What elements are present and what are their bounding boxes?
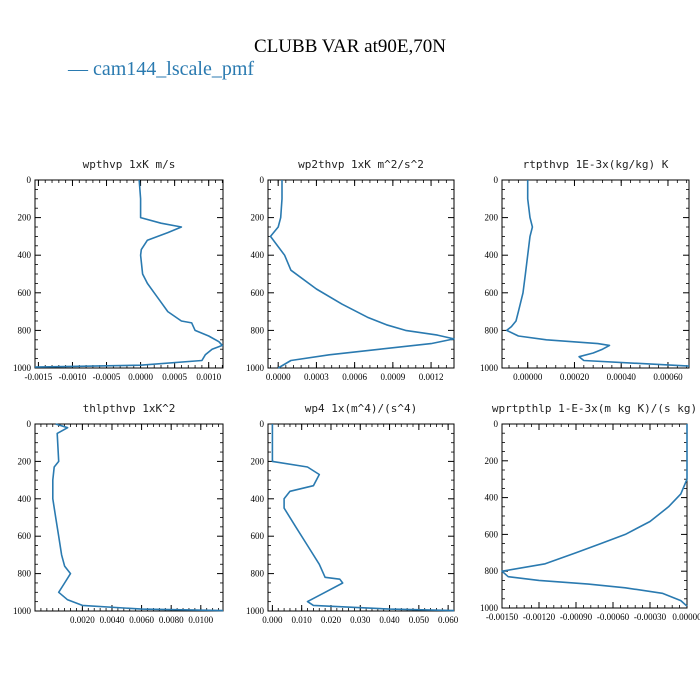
- series-line: [505, 180, 690, 367]
- x-tick-label: 0.00000: [513, 372, 543, 382]
- y-tick-label: 800: [251, 325, 265, 335]
- y-tick-label: 400: [18, 494, 32, 504]
- y-tick-label: 200: [18, 213, 32, 223]
- x-tick-label: 0.060: [438, 615, 459, 625]
- x-tick-label: 0.0005: [162, 372, 187, 382]
- x-tick-label: -0.0010: [59, 372, 87, 382]
- y-tick-label: 1000: [246, 606, 265, 616]
- x-tick-label: -0.00060: [597, 612, 630, 622]
- legend: — cam144_lscale_pmf: [68, 58, 254, 81]
- x-tick-label: 0.00040: [607, 372, 637, 382]
- x-tick-label: -0.0005: [93, 372, 121, 382]
- x-tick-label: -0.00030: [634, 612, 667, 622]
- y-tick-label: 1000: [13, 363, 32, 373]
- series-line: [271, 424, 455, 612]
- legend-label: cam144_lscale_pmf: [93, 58, 255, 80]
- legend-marker: —: [68, 58, 88, 80]
- subplot-title: wprtpthlp 1-E-3x(m kg K)/(s kg): [492, 402, 697, 415]
- plot-frame: [501, 179, 690, 369]
- series-line: [34, 179, 224, 368]
- y-tick-label: 800: [485, 566, 499, 576]
- x-tick-label: 0.0010: [196, 372, 221, 382]
- x-tick-label: 0.020: [321, 615, 342, 625]
- x-tick-label: 0.0080: [159, 615, 184, 625]
- x-tick-label: -0.0015: [25, 372, 53, 382]
- y-tick-label: 200: [485, 213, 499, 223]
- plot-frame: [34, 423, 224, 612]
- y-tick-label: 600: [18, 288, 32, 298]
- x-tick-label: 0.00000: [672, 612, 700, 622]
- x-tick-label: 0.0000: [266, 372, 291, 382]
- series-line: [51, 423, 224, 612]
- y-tick-label: 800: [251, 569, 265, 579]
- y-tick-label: 1000: [480, 363, 499, 373]
- y-tick-label: 0: [494, 175, 499, 185]
- x-tick-label: 0.030: [350, 615, 371, 625]
- y-tick-label: 600: [18, 531, 32, 541]
- subplot-6: wprtpthlp 1-E-3x(m kg K)/(s kg) 0 200 400 60…: [480, 402, 700, 622]
- x-tick-label: 0.0009: [380, 372, 405, 382]
- y-tick-label: 400: [251, 250, 265, 260]
- x-tick-label: 0.0100: [188, 615, 213, 625]
- y-tick-label: 600: [251, 531, 265, 541]
- subplot-3: rtpthvp 1E-3x(kg/kg) K 0 200 400 600 800 1000 0…: [480, 158, 690, 382]
- subplot-2: wp2thvp 1xK m^2/s^2020040060080010000.00…: [246, 158, 455, 382]
- y-tick-label: 800: [485, 325, 499, 335]
- x-tick-label: 0.0060: [129, 615, 154, 625]
- subplot-title: thlpthvp 1xK^2: [83, 402, 176, 415]
- y-tick-label: 600: [485, 529, 499, 539]
- x-tick-label: 0.0000: [128, 372, 153, 382]
- y-tick-label: 400: [485, 493, 499, 503]
- x-tick-label: 0.0006: [342, 372, 367, 382]
- y-tick-label: 400: [485, 250, 499, 260]
- subplot-title: rtpthvp 1E-3x(kg/kg) K: [523, 158, 669, 171]
- plot-frame: [501, 423, 688, 609]
- subplot-4: thlpthvp 1xK^2 0 200 400 600 800 1000 0.0020 0.0…: [13, 402, 224, 625]
- y-tick-label: 200: [251, 213, 265, 223]
- plot-frame: [34, 179, 224, 369]
- subplot-title: wp4 1x(m^4)/(s^4): [305, 402, 418, 415]
- y-tick-label: 600: [485, 288, 499, 298]
- y-tick-label: 400: [18, 250, 32, 260]
- y-tick-label: 1000: [13, 606, 32, 616]
- y-tick-label: 200: [485, 456, 499, 466]
- y-tick-label: 400: [251, 494, 265, 504]
- subplot-title: wpthvp 1xK m/s: [83, 158, 176, 171]
- subplot-1: wpthvp 1xK m/s 0 200 400 600 800 1000-0.0015 -0…: [13, 158, 224, 382]
- y-tick-label: 1000: [480, 603, 499, 613]
- y-tick-label: 600: [251, 288, 265, 298]
- x-tick-label: 0.0012: [419, 372, 444, 382]
- series-line: [269, 180, 455, 369]
- y-tick-label: 0: [27, 175, 32, 185]
- y-tick-label: 200: [251, 456, 265, 466]
- x-tick-label: 0.040: [379, 615, 400, 625]
- x-tick-label: -0.00150: [486, 612, 519, 622]
- x-tick-label: 0.050: [409, 615, 430, 625]
- x-tick-label: -0.00090: [560, 612, 593, 622]
- x-tick-label: -0.00120: [523, 612, 556, 622]
- y-tick-label: 0: [260, 419, 265, 429]
- x-tick-label: 0.00020: [560, 372, 590, 382]
- chart-title: CLUBB VAR at90E,70N: [254, 36, 446, 57]
- x-tick-label: 0.0040: [100, 615, 125, 625]
- plot-frame: [267, 423, 455, 612]
- y-tick-label: 1000: [246, 363, 265, 373]
- y-tick-label: 0: [260, 175, 265, 185]
- series-line: [501, 424, 688, 607]
- y-tick-label: 800: [18, 569, 32, 579]
- y-tick-label: 0: [494, 419, 499, 429]
- x-tick-label: 0.00060: [653, 372, 683, 382]
- y-tick-label: 800: [18, 325, 32, 335]
- x-tick-label: 0.0020: [70, 615, 95, 625]
- x-tick-label: 0.010: [292, 615, 313, 625]
- x-tick-label: 0.0003: [304, 372, 329, 382]
- subplot-title: wp2thvp 1xK m^2/s^2: [298, 158, 424, 171]
- y-tick-label: 0: [27, 419, 32, 429]
- y-tick-label: 200: [18, 456, 32, 466]
- x-tick-label: 0.000: [262, 615, 283, 625]
